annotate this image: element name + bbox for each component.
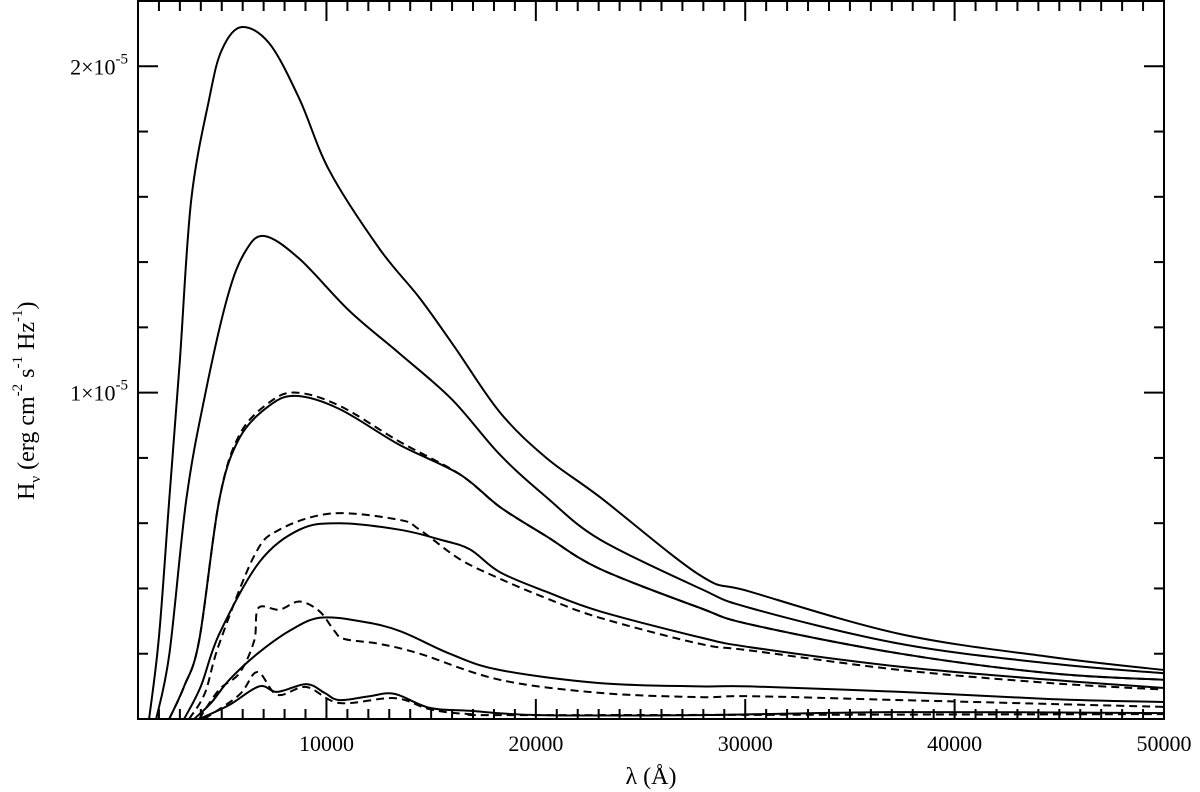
x-tick-label: 30000 [718, 731, 773, 756]
series-curve-2 [155, 234, 1165, 720]
curves [148, 25, 1165, 720]
y-tick-labels: 1×10-5 2×10-5 [70, 51, 128, 405]
x-tick-labels: 10000 20000 30000 40000 50000 [299, 731, 1192, 756]
series-curve-3 [168, 394, 1165, 720]
x-tick-label: 10000 [299, 731, 354, 756]
plot-frame [137, 0, 1165, 720]
series-curve-5 [193, 616, 1165, 720]
series-curve-3-dashed [168, 391, 1165, 720]
series-curve-5-dashed [198, 600, 1165, 720]
y-axis-title: Hν (erg cm-2 s-1 Hz-1) [10, 302, 44, 501]
x-tick-label: 50000 [1137, 731, 1192, 756]
svg-text:Hν (erg cm-2 s-1 Hz-1): Hν (erg cm-2 s-1 Hz-1) [10, 302, 44, 501]
x-tick-label: 40000 [927, 731, 982, 756]
y-tick-label: 2×10-5 [70, 51, 128, 79]
axis-ticks [137, 0, 1165, 720]
series-curve-4-dashed [188, 512, 1165, 720]
series-curve-6-dashed [203, 670, 1165, 720]
series-curve-4 [183, 522, 1165, 720]
x-tick-label: 20000 [508, 731, 563, 756]
x-axis-title: λ (Å) [626, 764, 677, 790]
y-tick-label: 1×10-5 [70, 378, 128, 406]
series-curve-1 [148, 25, 1165, 720]
